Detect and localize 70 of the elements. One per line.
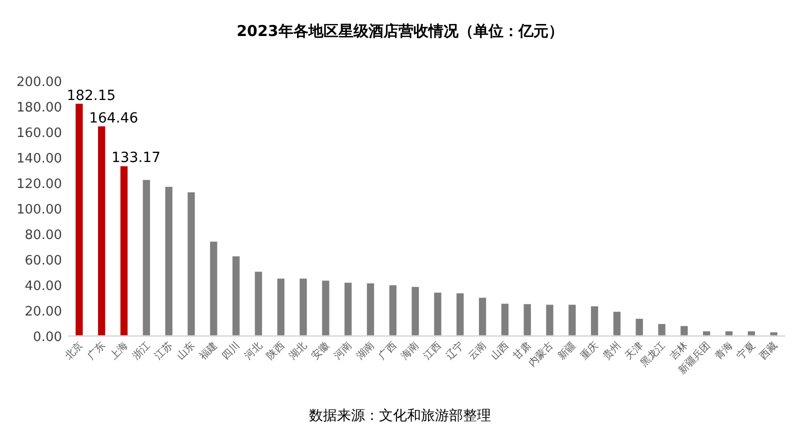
bar <box>412 286 419 336</box>
y-tick-label: 20.00 <box>24 304 62 320</box>
source-note: 数据来源：文化和旅游部整理 <box>309 408 491 424</box>
x-tick-label: 北京 <box>62 340 86 362</box>
data-label: 133.17 <box>112 150 161 166</box>
y-tick-label: 100.00 <box>16 202 62 218</box>
y-tick-label: 40.00 <box>24 279 62 294</box>
x-tick-label: 陕西 <box>264 340 287 362</box>
bar <box>680 326 688 336</box>
bar <box>434 292 442 336</box>
bar <box>613 312 621 336</box>
bar <box>366 283 374 336</box>
y-tick-label: 180.00 <box>16 100 62 116</box>
x-tick-label: 西藏 <box>757 340 780 362</box>
bar <box>232 256 240 336</box>
chart-title: 2023年各地区星级酒店营收情况（单位：亿元） <box>236 22 564 40</box>
x-tick-label: 宁夏 <box>734 340 758 362</box>
y-tick-label: 120.00 <box>16 177 62 192</box>
bar <box>658 324 666 336</box>
x-tick-label: 浙江 <box>130 340 153 362</box>
x-tick-label: 江西 <box>421 340 444 362</box>
x-tick-label: 重庆 <box>578 340 601 362</box>
x-tick-label: 青海 <box>712 340 736 362</box>
bar <box>546 304 554 336</box>
y-tick-label: 140.00 <box>16 152 62 166</box>
x-tick-label: 江苏 <box>152 340 175 362</box>
bar <box>524 304 531 336</box>
bar <box>120 166 128 336</box>
bar <box>165 186 172 336</box>
y-tick-label: 60.00 <box>24 254 62 268</box>
x-tick-label: 广东 <box>85 340 108 362</box>
x-tick-label: 安徽 <box>309 340 332 362</box>
x-tick-label: 广西 <box>376 340 400 362</box>
bar <box>142 180 150 336</box>
bar <box>501 304 509 336</box>
bar <box>188 192 195 336</box>
x-tick-label: 海南 <box>398 340 422 362</box>
bar <box>456 293 464 336</box>
bar <box>636 318 643 336</box>
x-tick-label: 河北 <box>242 340 265 362</box>
bar <box>254 272 262 336</box>
x-tick-label: 山东 <box>174 340 198 362</box>
data-label: 182.15 <box>66 88 116 104</box>
bar <box>590 306 598 336</box>
bar <box>344 282 352 336</box>
bar <box>98 126 106 336</box>
x-tick-label: 云南 <box>466 340 489 362</box>
bar <box>277 278 284 336</box>
x-tick-label: 湖南 <box>354 340 377 362</box>
x-tick-label: 湖北 <box>286 340 310 362</box>
bar <box>300 278 307 336</box>
x-tick-label: 四川 <box>220 340 242 362</box>
bar <box>322 280 330 336</box>
y-tick-label: 80.00 <box>24 228 62 243</box>
bar <box>76 104 83 336</box>
x-tick-label: 贵州 <box>600 340 624 362</box>
data-label: 164.46 <box>89 110 138 126</box>
bar <box>389 285 396 336</box>
bar <box>210 242 218 336</box>
y-tick-label: 160.00 <box>16 126 62 141</box>
x-tick-label: 新疆 <box>556 340 578 362</box>
x-tick-label: 福建 <box>197 340 220 362</box>
x-tick-label: 河南 <box>332 340 354 362</box>
y-tick-label: 0.00 <box>33 330 62 345</box>
bar <box>478 298 486 336</box>
x-tick-label: 辽宁 <box>444 340 466 362</box>
y-tick-label: 200.00 <box>16 75 62 90</box>
bar <box>568 304 576 336</box>
x-tick-label: 山西 <box>488 340 512 362</box>
x-tick-label: 上海 <box>108 340 130 362</box>
